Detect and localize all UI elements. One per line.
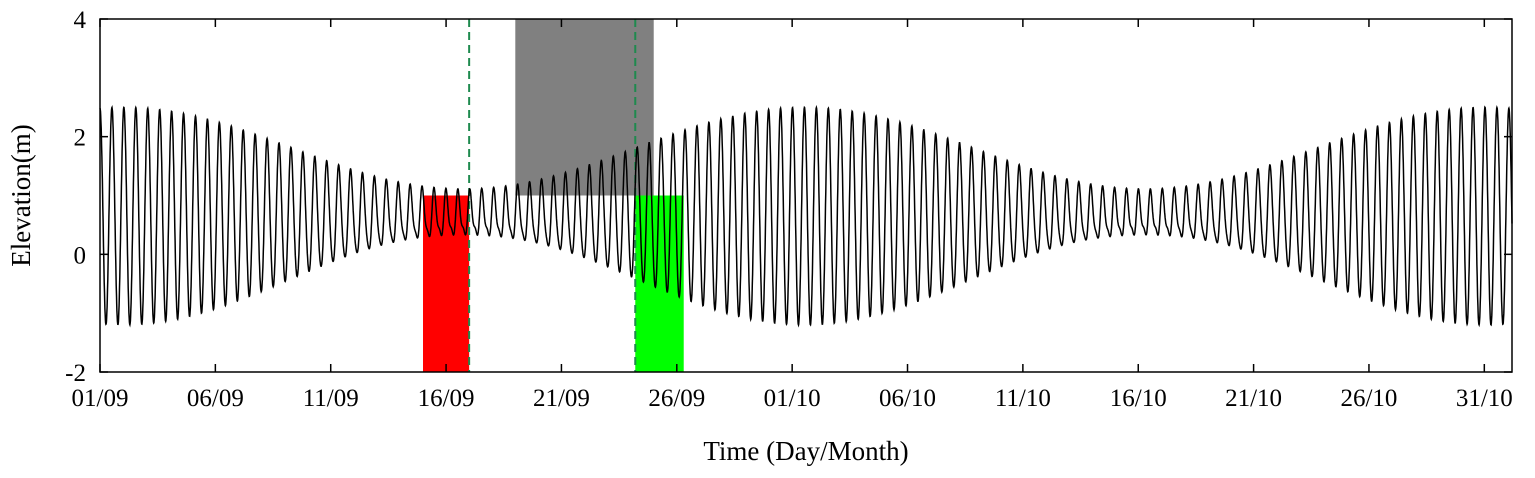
y-tick-label-3: 4 <box>74 7 87 34</box>
x-tick-label-2: 11/09 <box>303 385 359 412</box>
y-axis-title: Elevation(m) <box>6 124 36 266</box>
x-tick-label-11: 26/10 <box>1340 385 1397 412</box>
x-tick-label-6: 01/10 <box>764 385 821 412</box>
shaded-region-1 <box>515 19 654 196</box>
x-tick-label-7: 06/10 <box>879 385 936 412</box>
y-tick-label-1: 0 <box>74 242 87 269</box>
x-tick-label-8: 11/10 <box>995 385 1051 412</box>
x-ticks: 01/09 06/09 11/09 16/09 21/09 26/09 01/10 06/10… <box>72 19 1513 412</box>
plot-frame <box>99 18 1513 373</box>
plot-frame-group <box>99 18 1513 373</box>
x-tick-label-0: 01/09 <box>72 385 129 412</box>
y-ticks: -2 0 2 4 <box>65 7 1512 387</box>
series-group <box>99 104 1513 328</box>
shaded-regions <box>423 19 684 372</box>
y-tick-label-2: 2 <box>74 125 87 152</box>
x-tick-label-4: 21/09 <box>533 385 590 412</box>
shaded-region-0 <box>423 195 470 372</box>
x-tick-label-3: 16/09 <box>418 385 475 412</box>
x-tick-label-12: 31/10 <box>1456 385 1513 412</box>
x-axis-title: Time (Day/Month) <box>703 436 908 466</box>
series-line-0 <box>99 104 1513 328</box>
y-tick-label-0: -2 <box>65 360 86 387</box>
x-tick-label-10: 21/10 <box>1225 385 1282 412</box>
x-tick-label-1: 06/09 <box>187 385 244 412</box>
x-tick-label-5: 26/09 <box>648 385 705 412</box>
x-tick-label-9: 16/10 <box>1110 385 1167 412</box>
